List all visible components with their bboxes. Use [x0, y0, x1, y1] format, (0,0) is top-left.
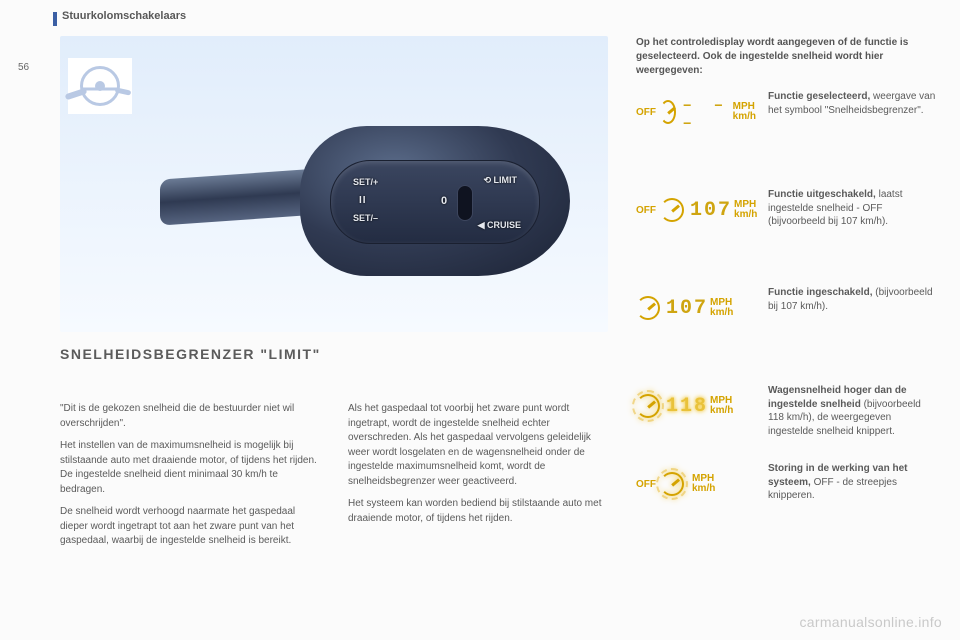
status-icon: OFF 107MPHkm/h — [636, 188, 756, 232]
label-set-plus: SET/+ — [353, 177, 378, 187]
status-text: Wagensnelheid hoger dan de ingestelde sn… — [768, 384, 936, 438]
off-label: OFF — [636, 205, 656, 216]
status-row: 107MPHkm/h Functie ingeschakeld, (bijvoor… — [636, 286, 936, 346]
page-section-header: Stuurkolomschakelaars — [62, 10, 186, 22]
status-list: OFF– – –MPHkm/hFunctie geselecteerd, wee… — [636, 90, 936, 560]
label-limit: ⟲ LIMIT — [483, 175, 517, 186]
off-label: OFF — [636, 107, 656, 118]
units-label: MPHkm/h — [734, 200, 757, 220]
gauge-icon — [636, 296, 660, 320]
speed-value: – – – — [682, 96, 730, 132]
status-text-bold: Functie ingeschakeld, — [768, 287, 872, 298]
status-icon: OFF MPHkm/h — [636, 462, 756, 506]
label-set-minus: SET/– — [353, 213, 378, 223]
status-row: OFF MPHkm/h Storing in de werking van het … — [636, 462, 936, 522]
body-para: Als het gaspedaal tot voorbij het zware … — [348, 402, 608, 489]
units-label: MPHkm/h — [733, 102, 756, 122]
steering-wheel-icon — [80, 66, 120, 106]
body-text-columns: "Dit is de gekozen snelheid die de bestu… — [60, 402, 608, 557]
gauge-icon — [660, 100, 676, 124]
speed-value: 107 — [690, 199, 732, 222]
steering-wheel-inset — [68, 58, 132, 114]
gauge-icon — [660, 198, 684, 222]
status-text: Functie uitgeschakeld, laatst ingestelde… — [768, 188, 936, 229]
body-para: Het systeem kan worden bediend bij stils… — [348, 497, 608, 526]
hero-illustration: SET/+ II SET/– 0 ⟲ LIMIT ◀ CRUISE — [60, 36, 608, 332]
status-icon: 118MPHkm/h — [636, 384, 756, 428]
units-label: MPHkm/h — [692, 474, 715, 494]
body-col-left: "Dit is de gekozen snelheid die de bestu… — [60, 402, 320, 557]
gauge-icon — [636, 394, 660, 418]
status-icon: 107MPHkm/h — [636, 286, 756, 330]
right-intro-text: Op het controledisplay wordt aangegeven … — [636, 36, 930, 78]
status-text: Storing in de werking van het systeem, O… — [768, 462, 936, 503]
label-cruise: ◀ CRUISE — [478, 220, 521, 231]
rocker-switch — [457, 185, 473, 221]
header-accent-bar — [53, 12, 57, 26]
status-icon: OFF – – –MPHkm/h — [636, 90, 756, 134]
gauge-icon — [660, 472, 684, 496]
watermark: carmanualsonline.info — [800, 614, 943, 630]
body-para: "Dit is de gekozen snelheid die de bestu… — [60, 402, 320, 431]
units-label: MPHkm/h — [710, 298, 733, 318]
speed-value: 107 — [666, 297, 708, 320]
page-number: 56 — [18, 62, 29, 73]
speed-value: 118 — [666, 395, 708, 418]
body-para: De snelheid wordt verhoogd naarmate het … — [60, 505, 320, 549]
cruise-stalk-illustration: SET/+ II SET/– 0 ⟲ LIMIT ◀ CRUISE — [160, 116, 580, 286]
label-pause: II — [359, 195, 367, 206]
body-col-right: Als het gaspedaal tot voorbij het zware … — [348, 402, 608, 557]
status-row: OFF – – –MPHkm/h Functie geselecteerd, wee… — [636, 90, 936, 150]
units-label: MPHkm/h — [710, 396, 733, 416]
status-text-bold: Functie geselecteerd, — [768, 91, 870, 102]
off-label: OFF — [636, 479, 656, 490]
status-text-bold: Functie uitgeschakeld, — [768, 189, 876, 200]
status-row: OFF 107MPHkm/h Functie uitgeschakeld, laat… — [636, 188, 936, 248]
status-text: Functie ingeschakeld, (bijvoorbeeld bij … — [768, 286, 936, 313]
label-zero: 0 — [441, 195, 447, 207]
body-para: Het instellen van de maximumsnelheid is … — [60, 439, 320, 497]
status-text: Functie geselecteerd, weergave van het s… — [768, 90, 936, 117]
status-row: 118MPHkm/h Wagensnelheid hoger dan de ing… — [636, 384, 936, 444]
